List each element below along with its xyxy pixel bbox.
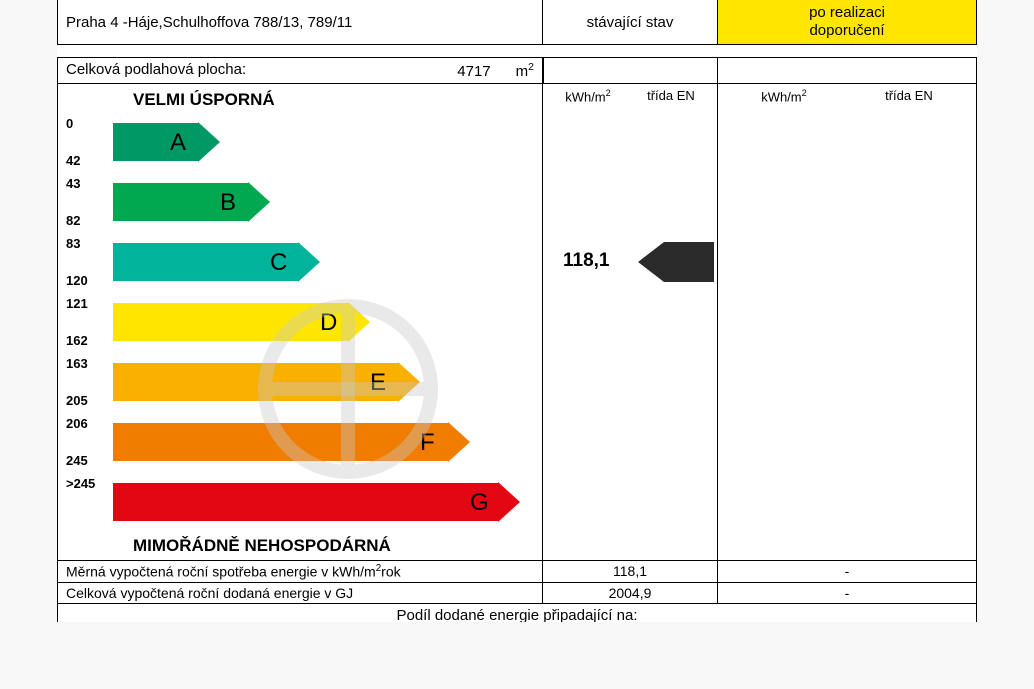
summary-row: Měrná vypočtená roční spotřeba energie v… bbox=[57, 561, 977, 583]
footer-row: Podíl dodané energie připadající na: bbox=[57, 604, 977, 622]
chart-title-top: VELMI ÚSPORNÁ bbox=[58, 90, 542, 110]
area-unit: m2 bbox=[516, 63, 534, 80]
band-arrow: A bbox=[113, 123, 198, 161]
band-range-high: 162 bbox=[66, 333, 88, 348]
pointer-value: 118,1 bbox=[563, 250, 610, 272]
band-range-high: 120 bbox=[66, 273, 88, 288]
band-letter: F bbox=[420, 429, 435, 457]
energy-label-document: Praha 4 -Háje,Schulhoffova 788/13, 789/1… bbox=[57, 0, 977, 622]
band-range-low: >245 bbox=[66, 476, 95, 491]
pointer-body bbox=[664, 242, 714, 282]
band-letter: A bbox=[170, 129, 186, 157]
header-row: Praha 4 -Háje,Schulhoffova 788/13, 789/1… bbox=[57, 0, 977, 45]
col2-h1: kWh/m2 bbox=[565, 88, 611, 104]
band-arrow: C bbox=[113, 243, 298, 281]
energy-band-e: 163 205 E bbox=[58, 354, 542, 410]
band-arrow: B bbox=[113, 183, 248, 221]
chart-row: VELMI ÚSPORNÁ 0 42 A 43 82 B 83 120 C 121 162 D 163 2… bbox=[57, 84, 977, 561]
area-value-num: 4717 bbox=[457, 63, 490, 80]
area-empty2 bbox=[718, 58, 976, 83]
yellow-line1: po realizaci bbox=[809, 4, 885, 22]
energy-band-f: 206 245 F bbox=[58, 414, 542, 470]
current-state-column: kWh/m2 třída EN 118,1 bbox=[543, 84, 718, 560]
band-arrow: F bbox=[113, 423, 448, 461]
band-range-low: 163 bbox=[66, 356, 88, 371]
band-letter: G bbox=[470, 489, 489, 517]
area-empty1 bbox=[543, 58, 718, 83]
energy-band-c: 83 120 C bbox=[58, 234, 542, 290]
band-range-low: 83 bbox=[66, 236, 80, 251]
band-letter: E bbox=[370, 369, 386, 397]
col3-head: kWh/m2 třída EN bbox=[718, 84, 976, 112]
area-label: Celková podlahová plocha: bbox=[58, 58, 348, 83]
pointer-arrow-icon bbox=[638, 242, 664, 282]
summary-value-recommended: - bbox=[718, 561, 976, 582]
summary-value-current: 2004,9 bbox=[543, 583, 718, 603]
col2-head: kWh/m2 třída EN bbox=[543, 84, 717, 112]
recommendation-column: kWh/m2 třída EN bbox=[718, 84, 976, 560]
recommendation-cell: po realizaci doporučení bbox=[718, 0, 976, 44]
address-cell: Praha 4 -Háje,Schulhoffova 788/13, 789/1… bbox=[58, 0, 543, 44]
band-range-high: 42 bbox=[66, 153, 80, 168]
area-value: 4717 m2 bbox=[348, 58, 543, 83]
energy-band-d: 121 162 D bbox=[58, 294, 542, 350]
col3-h1: kWh/m2 bbox=[761, 88, 807, 104]
summary-value-recommended: - bbox=[718, 583, 976, 603]
band-range-high: 205 bbox=[66, 393, 88, 408]
col3-h2: třída EN bbox=[885, 88, 933, 104]
chart-title-bottom: MIMOŘÁDNĚ NEHOSPODÁRNÁ bbox=[58, 536, 542, 556]
summary-rows: Měrná vypočtená roční spotřeba energie v… bbox=[57, 561, 977, 604]
energy-band-b: 43 82 B bbox=[58, 174, 542, 230]
band-range-low: 43 bbox=[66, 176, 80, 191]
bands-container: 0 42 A 43 82 B 83 120 C 121 162 D 163 205 E 206 245 F >245… bbox=[58, 114, 542, 530]
band-arrow: G bbox=[113, 483, 498, 521]
band-letter: D bbox=[320, 309, 337, 337]
summary-label: Celková vypočtená roční dodaná energie v… bbox=[58, 583, 543, 603]
energy-band-a: 0 42 A bbox=[58, 114, 542, 170]
band-range-low: 0 bbox=[66, 116, 73, 131]
band-range-low: 121 bbox=[66, 296, 88, 311]
energy-chart: VELMI ÚSPORNÁ 0 42 A 43 82 B 83 120 C 121 162 D 163 2… bbox=[58, 84, 543, 560]
band-range-high: 82 bbox=[66, 213, 80, 228]
band-arrow: D bbox=[113, 303, 348, 341]
band-letter: B bbox=[220, 189, 236, 217]
yellow-line2: doporučení bbox=[809, 22, 884, 40]
summary-label: Měrná vypočtená roční spotřeba energie v… bbox=[58, 561, 543, 582]
band-letter: C bbox=[270, 249, 287, 277]
status-cell: stávající stav bbox=[543, 0, 718, 44]
summary-row: Celková vypočtená roční dodaná energie v… bbox=[57, 583, 977, 604]
col2-h2: třída EN bbox=[647, 88, 695, 104]
band-arrow: E bbox=[113, 363, 398, 401]
band-range-high: 245 bbox=[66, 453, 88, 468]
area-row: Celková podlahová plocha: 4717 m2 bbox=[57, 57, 977, 84]
energy-band-g: >245 G bbox=[58, 474, 542, 530]
band-range-low: 206 bbox=[66, 416, 88, 431]
summary-value-current: 118,1 bbox=[543, 561, 718, 582]
